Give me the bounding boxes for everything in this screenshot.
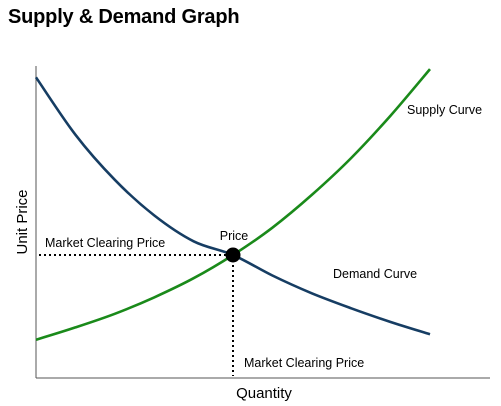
supply-curve-legend-label: Supply Curve [407, 103, 482, 117]
quantity-guide-label: Market Clearing Price [244, 356, 364, 370]
x-axis-label: Quantity [236, 385, 292, 402]
demand-curve-legend-label: Demand Curve [333, 267, 417, 281]
price-guide-label: Market Clearing Price [45, 236, 165, 250]
chart-title: Supply & Demand Graph [8, 6, 240, 28]
y-axis-label: Unit Price [14, 189, 31, 254]
equilibrium-point [225, 247, 241, 263]
supply-curve-line [35, 68, 431, 341]
equilibrium-price-label: Price [220, 229, 249, 243]
